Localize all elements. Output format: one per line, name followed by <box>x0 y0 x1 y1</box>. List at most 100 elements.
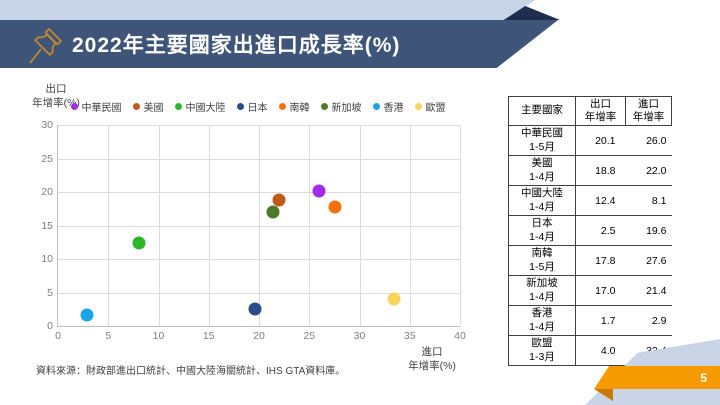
legend-label: 新加坡 <box>331 103 362 114</box>
legend-item: 歐盟 <box>414 99 446 114</box>
country-period: 1-4月 <box>529 170 555 183</box>
legend-marker <box>278 103 286 110</box>
country-period: 1-3月 <box>529 350 555 363</box>
cell-import: 21.4 <box>625 275 672 306</box>
x-tick-label: 15 <box>202 330 215 342</box>
legend-marker <box>70 103 78 110</box>
data-point <box>387 292 401 306</box>
data-point <box>266 205 280 219</box>
legend-marker <box>414 103 422 110</box>
y-tick-label: 25 <box>41 152 53 165</box>
gridline-horizontal <box>58 125 460 126</box>
legend-label: 香港 <box>383 103 404 114</box>
legend-label: 美國 <box>143 103 164 114</box>
cell-export: 2.5 <box>575 215 626 246</box>
x-tick-label: 30 <box>353 330 366 342</box>
table-row: 日本 1-4月 2.5 19.6 <box>508 215 672 246</box>
table-row: 新加坡 1-4月 17.0 21.4 <box>508 275 672 306</box>
data-point <box>312 184 326 198</box>
country-period: 1-4月 <box>529 200 555 213</box>
legend-label: 歐盟 <box>425 103 446 114</box>
gridline-horizontal <box>58 292 460 294</box>
legend-item: 日本 <box>236 99 268 114</box>
legend-marker <box>132 103 140 110</box>
country-name: 歐盟 <box>531 337 553 350</box>
country-period: 1-5月 <box>529 260 555 273</box>
legend-item: 中國大陸 <box>174 99 226 114</box>
cell-country: 日本 1-4月 <box>508 215 576 246</box>
table-header-export: 出口 年增率 <box>575 96 626 126</box>
data-table: 主要國家 出口 年增率 進口 年增率 中華民國 1-5月 20.1 26.0 美國 1-4… <box>508 96 672 366</box>
y-tick-label: 15 <box>41 219 53 232</box>
pushpin-icon <box>29 28 62 64</box>
cell-import: 19.6 <box>625 215 672 246</box>
cell-export: 1.7 <box>575 305 626 336</box>
legend-marker <box>236 103 244 110</box>
legend-item: 中華民國 <box>70 99 122 114</box>
legend-label: 日本 <box>247 103 268 114</box>
plot-area: 0 5 10 15 20 25 30 35 40 0 5 10 15 20 25 30 <box>41 119 466 342</box>
table-header-import: 進口 年增率 <box>625 96 672 126</box>
y-tick-label: 5 <box>47 286 53 299</box>
data-point <box>248 302 262 316</box>
y-tick-label: 20 <box>41 186 53 198</box>
cell-country: 歐盟 1-3月 <box>508 335 576 366</box>
table-row: 中國大陸 1-4月 12.4 8.1 <box>508 185 672 216</box>
cell-export: 17.8 <box>575 245 626 276</box>
gridline-horizontal <box>58 225 460 227</box>
country-name: 新加坡 <box>526 277 558 290</box>
gridline-horizontal <box>58 259 460 260</box>
x-axis-title: 進口 年增率(%) <box>408 346 456 372</box>
cell-import: 22.0 <box>625 155 672 186</box>
page-ribbon: 5 <box>594 366 720 389</box>
data-point <box>80 308 94 322</box>
y-axis-title: 出口 年增率(%) <box>32 83 80 109</box>
data-point <box>272 193 286 207</box>
source-note: 資料來源：財政部進出口統計、中國大陸海關統計、IHS GTA資料庫。 <box>36 366 346 377</box>
cell-import: 8.1 <box>625 185 672 216</box>
page-number: 5 <box>700 370 707 385</box>
cell-country: 香港 1-4月 <box>508 305 576 336</box>
table-row: 中華民國 1-5月 20.1 26.0 <box>508 125 672 156</box>
gridline-horizontal <box>58 158 460 160</box>
gridline-vertical <box>460 125 461 326</box>
country-period: 1-4月 <box>529 290 555 303</box>
legend-label: 中國大陸 <box>185 103 226 114</box>
cell-import: 27.6 <box>625 245 672 276</box>
legend-item: 美國 <box>132 99 164 114</box>
cell-country: 美國 1-4月 <box>508 155 576 186</box>
cell-country: 新加坡 1-4月 <box>508 275 576 306</box>
legend-marker <box>174 103 182 110</box>
legend-marker <box>320 103 328 110</box>
x-tick-label: 20 <box>253 330 265 342</box>
cell-import: 2.9 <box>625 305 672 336</box>
table-header-country: 主要國家 <box>508 96 576 126</box>
country-name: 中華民國 <box>521 127 563 140</box>
country-period: 1-4月 <box>529 320 555 333</box>
legend-item: 南韓 <box>278 99 310 114</box>
y-tick-label: 30 <box>41 119 53 131</box>
title-bar: 2022年主要國家出進口成長率(%) <box>0 20 558 68</box>
legend-marker <box>372 103 380 110</box>
legend-item: 香港 <box>372 99 404 114</box>
legend-label: 南韓 <box>289 103 310 114</box>
table-header: 主要國家 出口 年增率 進口 年增率 <box>508 96 672 126</box>
table-row: 香港 1-4月 1.7 2.9 <box>508 305 672 336</box>
data-point <box>328 200 342 214</box>
data-point <box>132 236 146 250</box>
country-period: 1-4月 <box>529 230 555 243</box>
cell-import: 26.0 <box>625 125 672 156</box>
country-name: 香港 <box>531 307 553 320</box>
legend-item: 新加坡 <box>320 99 362 114</box>
x-tick-label: 35 <box>403 330 416 342</box>
cell-export: 18.8 <box>575 155 626 186</box>
country-period: 1-5月 <box>529 140 555 153</box>
country-name: 日本 <box>531 217 553 230</box>
country-name: 南韓 <box>531 247 553 260</box>
y-tick-label: 10 <box>41 253 53 265</box>
cell-export: 4.0 <box>575 335 626 366</box>
cell-country: 中國大陸 1-4月 <box>508 185 576 216</box>
gridline-horizontal <box>58 192 460 193</box>
country-name: 中國大陸 <box>521 187 563 200</box>
